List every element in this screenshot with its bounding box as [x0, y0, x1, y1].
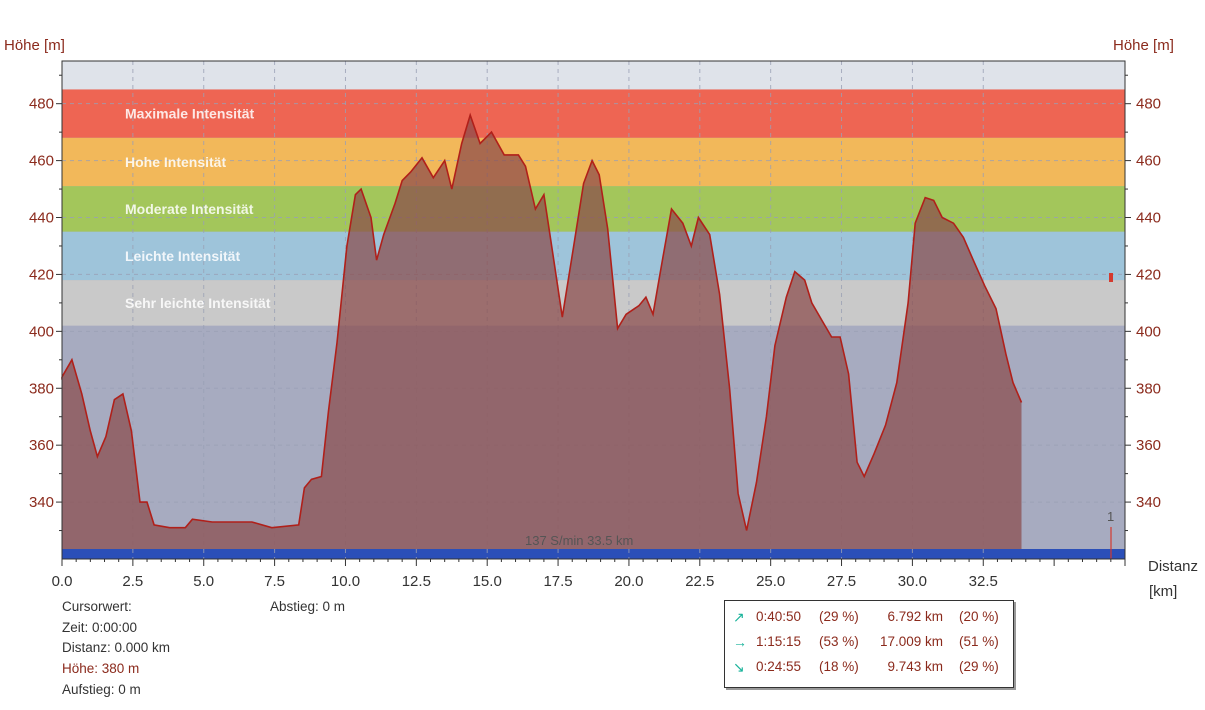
intensity-zone-label: Sehr leichte Intensität: [125, 295, 271, 311]
zone-labels: Maximale Intensität Hohe Intensität Modera…: [125, 106, 271, 311]
y-tick-label-right: 360: [1136, 437, 1161, 454]
summary-row-ascent: ↗ 0:40:50 (29 %) 6.792 km (20 %): [725, 609, 1013, 631]
summary-time-pct: (53 %): [819, 634, 859, 649]
summary-distance: 9.743 km: [887, 659, 943, 674]
x-tick-label: 7.5: [264, 573, 285, 590]
intensity-zone-label: Maximale Intensität: [125, 106, 254, 122]
arrow-up-right-icon: ↗: [733, 609, 745, 625]
summary-distance: 6.792 km: [887, 609, 943, 624]
elevation-profile: [61, 112, 1113, 559]
summary-time-pct: (18 %): [819, 659, 859, 674]
summary-time-pct: (29 %): [819, 609, 859, 624]
axes: 340 340 360 360 380 380 400 400 420 420 440 440 460 4…: [29, 60, 1161, 590]
y-tick-label-right: 460: [1136, 153, 1161, 170]
summary-distance-pct: (51 %): [959, 634, 999, 649]
cursor-title: Cursorwert:: [62, 599, 132, 614]
arrow-down-right-icon: ↘: [733, 659, 745, 675]
intensity-zone-label: Leichte Intensität: [125, 248, 240, 264]
cursor-height: Höhe: 380 m: [62, 661, 140, 677]
y-tick-label-left: 360: [29, 437, 54, 454]
y-tick-label-right: 340: [1136, 494, 1161, 511]
x-tick-label: 27.5: [827, 573, 856, 590]
x-tick-label: 15.0: [473, 573, 502, 590]
arrow-right-icon: →: [733, 634, 747, 650]
y-tick-label-right: 380: [1136, 380, 1161, 397]
cursor-marker-label: 1: [1107, 509, 1114, 524]
x-tick-label: 25.0: [756, 573, 785, 590]
cursor-values-panel: Cursorwert: Zeit: 0:00:00 Distanz: 0.000…: [62, 597, 170, 701]
x-axis-unit: [km]: [1149, 583, 1177, 600]
cursor-ascent: Aufstieg: 0 m: [62, 681, 141, 697]
y-tick-label-right: 420: [1136, 266, 1161, 283]
x-tick-label: 10.0: [331, 573, 360, 590]
intensity-zone-label: Hohe Intensität: [125, 154, 226, 170]
intensity-zone-band: [62, 89, 1125, 138]
cursor-time: Zeit: 0:00:00: [62, 619, 138, 635]
bottom-bar: [62, 549, 1125, 559]
summary-time: 0:40:50: [756, 609, 802, 624]
y-tick-label-left: 420: [29, 266, 54, 283]
x-tick-label: 12.5: [402, 573, 431, 590]
y-tick-label-left: 340: [29, 494, 54, 511]
y-axis-label-left: Höhe [m]: [4, 37, 65, 54]
y-tick-label-left: 400: [29, 323, 54, 340]
y-axis-label-right: Höhe [m]: [1113, 37, 1174, 54]
summary-distance: 17.009 km: [879, 634, 943, 649]
x-tick-label: 5.0: [193, 573, 214, 590]
x-tick-label: 22.5: [685, 573, 714, 590]
y-tick-label-left: 480: [29, 96, 54, 113]
y-tick-label-left: 380: [29, 380, 54, 397]
y-tick-label-left: 460: [29, 153, 54, 170]
x-tick-label: 30.0: [898, 573, 927, 590]
x-tick-label: 2.5: [122, 573, 143, 590]
elevation-area: [62, 115, 1022, 549]
cursor-distance: Distanz: 0.000 km: [62, 640, 171, 656]
x-axis-label: Distanz: [1148, 558, 1198, 575]
intensity-zone-label: Moderate Intensität: [125, 201, 254, 217]
summary-table: ↗ 0:40:50 (29 %) 6.792 km (20 %) → 1:15:…: [724, 600, 1014, 688]
summary-time: 1:15:15: [756, 634, 802, 649]
summary-row-descent: ↘ 0:24:55 (18 %) 9.743 km (29 %): [725, 659, 1013, 681]
y-tick-label-right: 440: [1136, 210, 1161, 227]
x-tick-label: 0.0: [52, 573, 73, 590]
summary-row-flat: → 1:15:15 (53 %) 17.009 km (51 %): [725, 634, 1013, 656]
plot-frame: [61, 60, 1126, 560]
cursor-marker: [1109, 273, 1113, 282]
x-tick-label: 32.5: [969, 573, 998, 590]
summary-distance-pct: (29 %): [959, 659, 999, 674]
x-tick-label: 20.0: [614, 573, 643, 590]
elevation-line: [61, 112, 1023, 531]
top-strip: [62, 61, 1125, 90]
cadence-label: 137 S/min 33.5 km: [525, 533, 633, 548]
y-tick-label-right: 480: [1136, 96, 1161, 113]
summary-distance-pct: (20 %): [959, 609, 999, 624]
summary-time: 0:24:55: [756, 659, 802, 674]
cursor-descent: Abstieg: 0 m: [270, 599, 346, 614]
y-tick-label-left: 440: [29, 210, 54, 227]
x-tick-label: 17.5: [543, 573, 572, 590]
y-tick-label-right: 400: [1136, 323, 1161, 340]
